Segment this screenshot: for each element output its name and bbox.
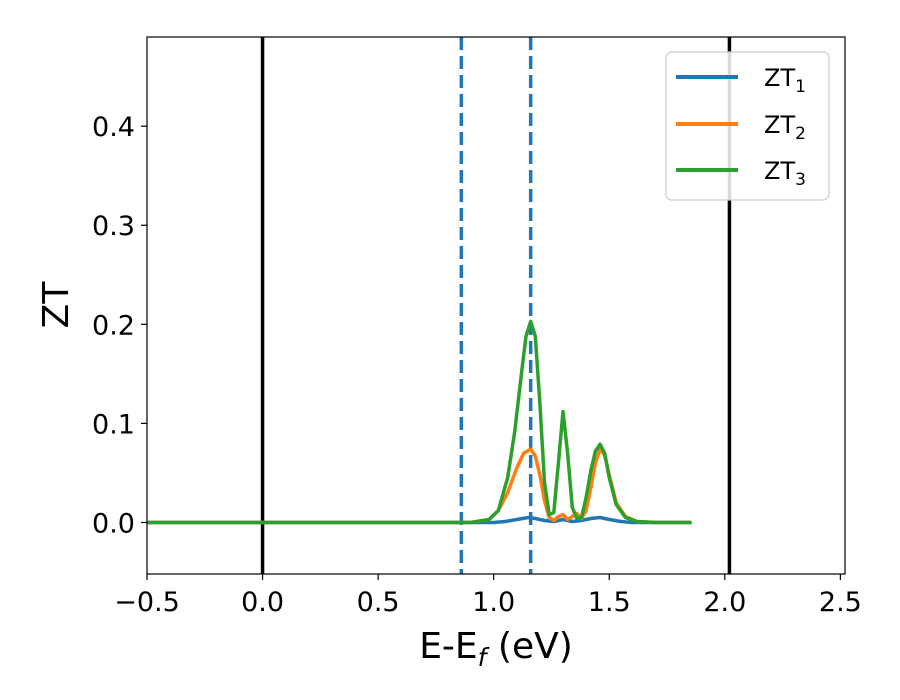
series-line-zt2 — [147, 447, 692, 525]
series-line-zt3 — [147, 319, 692, 525]
x-tick-label: −0.5 — [114, 587, 180, 618]
legend-label-zt1: ZT1 — [764, 64, 806, 97]
plot-area — [147, 37, 732, 574]
y-axis: 0.0 0.1 0.2 0.3 0.4 — [92, 112, 147, 539]
y-tick-label: 0.1 — [92, 409, 135, 440]
x-tick-label: 1.5 — [588, 587, 631, 618]
x-axis: −0.5 0.0 0.5 1.0 1.5 2.0 2.5 — [114, 574, 862, 618]
series-line-zt1 — [147, 515, 692, 525]
x-axis-label: E-Ef (eV) — [419, 626, 573, 672]
y-tick-label: 0.3 — [92, 211, 135, 242]
x-tick-label: 1.0 — [472, 587, 515, 618]
x-tick-label: 2.0 — [703, 587, 746, 618]
y-tick-label: 0.0 — [92, 508, 135, 539]
legend-label-zt2: ZT2 — [764, 111, 806, 144]
y-tick-label: 0.4 — [92, 112, 135, 143]
y-tick-label: 0.2 — [92, 310, 135, 341]
legend-box — [665, 51, 830, 201]
x-tick-label: 2.5 — [819, 587, 862, 618]
legend: ZT1 ZT2 ZT3 — [665, 51, 830, 201]
axes-frame — [146, 36, 846, 575]
legend-label-zt3: ZT3 — [764, 157, 806, 190]
x-tick-label: 0.5 — [357, 587, 400, 618]
x-tick-label: 0.0 — [241, 587, 284, 618]
y-axis-label: ZT — [36, 281, 77, 329]
